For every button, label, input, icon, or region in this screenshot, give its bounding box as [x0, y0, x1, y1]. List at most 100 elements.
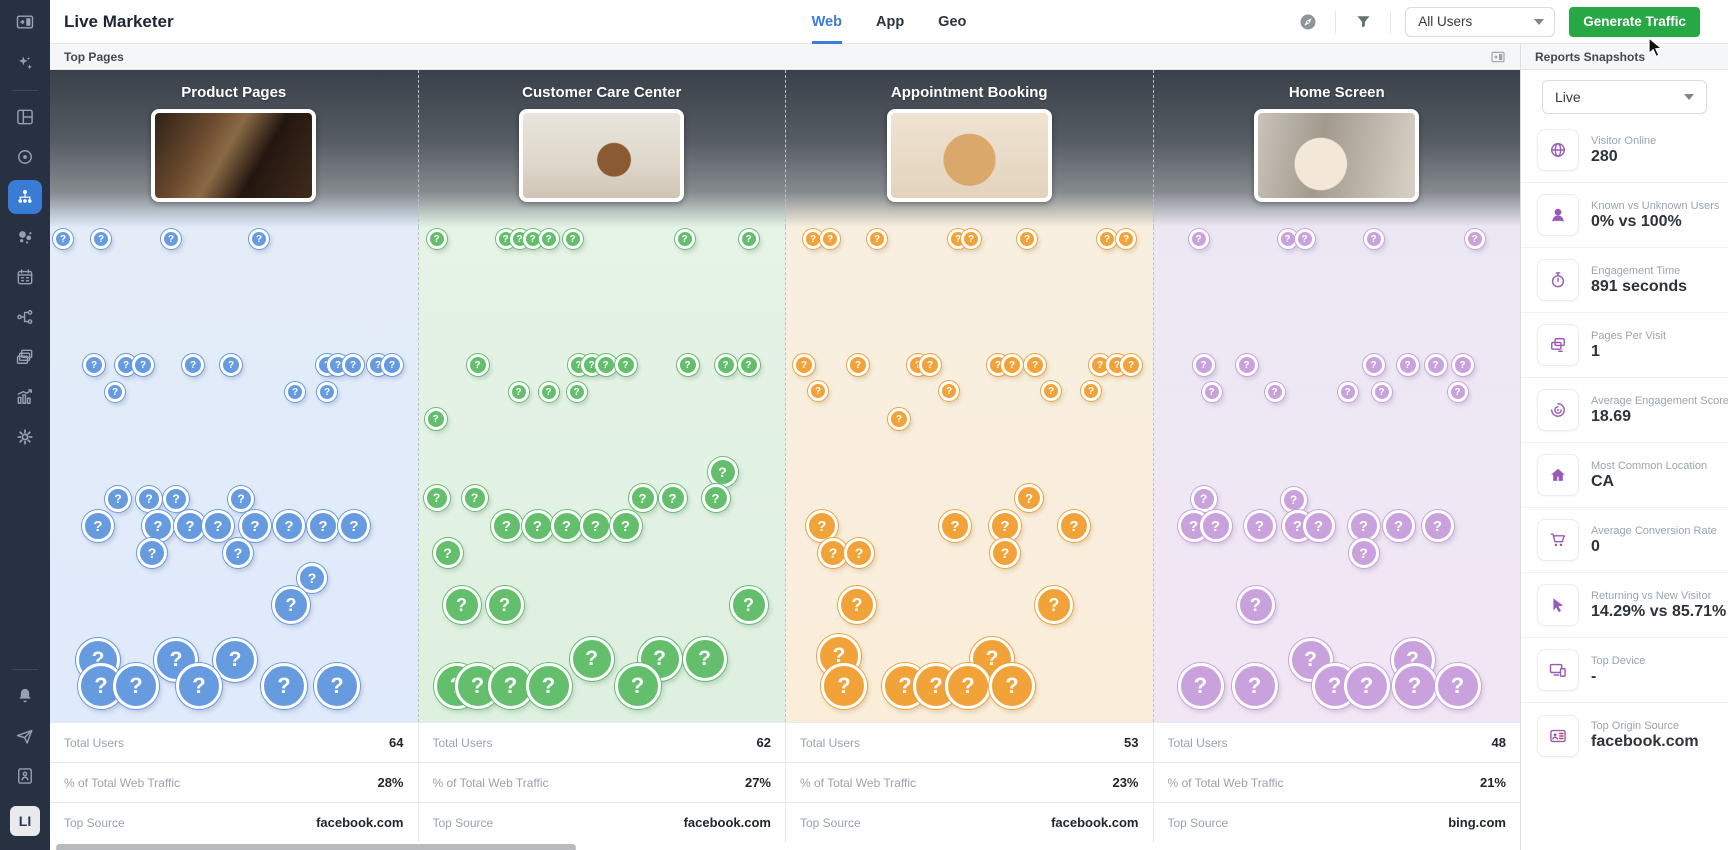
gear-icon[interactable]: [8, 420, 42, 454]
visitor-bubble[interactable]: ?: [91, 229, 111, 249]
visitor-bubble[interactable]: ?: [674, 229, 695, 249]
visitor-bubble[interactable]: ?: [249, 229, 269, 249]
bell-icon[interactable]: [8, 679, 42, 713]
visitor-bubble[interactable]: ?: [508, 382, 529, 402]
visitor-bubble[interactable]: ?: [1201, 382, 1222, 402]
bubbles-icon[interactable]: [8, 220, 42, 254]
visitor-bubble[interactable]: ?: [919, 354, 941, 376]
visitor-bubble[interactable]: ?: [609, 510, 642, 542]
visitor-bubble[interactable]: ?: [1363, 229, 1384, 249]
tab-geo[interactable]: Geo: [938, 14, 967, 30]
visitor-bubble[interactable]: ?: [426, 229, 447, 249]
visitor-bubble[interactable]: ?: [202, 510, 234, 542]
visitor-bubble[interactable]: ?: [658, 484, 687, 512]
visitor-bubble[interactable]: ?: [566, 382, 587, 402]
send-icon[interactable]: [8, 719, 42, 753]
visitor-bubble[interactable]: ?: [285, 382, 305, 402]
visitor-bubble[interactable]: ?: [342, 354, 364, 376]
visitor-bubble[interactable]: ?: [562, 229, 583, 249]
visitor-bubble[interactable]: ?: [213, 638, 257, 682]
visitor-bubble[interactable]: ?: [1280, 487, 1307, 513]
visitor-bubble[interactable]: ?: [806, 510, 838, 542]
visitor-bubble[interactable]: ?: [793, 354, 815, 376]
visitor-bubble[interactable]: ?: [1424, 354, 1447, 376]
visitor-bubble[interactable]: ?: [1288, 638, 1333, 682]
visitor-bubble[interactable]: ?: [314, 663, 360, 709]
filter-icon[interactable]: [1350, 9, 1376, 35]
user-filter-select[interactable]: All Users: [1405, 6, 1556, 37]
visitor-bubble[interactable]: ?: [423, 485, 450, 511]
visitor-bubble[interactable]: ?: [1396, 354, 1419, 376]
page-thumbnail[interactable]: [519, 109, 685, 202]
visitor-bubble[interactable]: ?: [569, 637, 614, 681]
sparkles-icon[interactable]: [8, 47, 42, 81]
visitor-bubble[interactable]: ?: [729, 586, 768, 624]
visitor-bubble[interactable]: ?: [461, 485, 488, 511]
visitor-bubble[interactable]: ?: [432, 538, 463, 568]
visitor-bubble[interactable]: ?: [1362, 354, 1385, 376]
visitor-bubble[interactable]: ?: [142, 510, 174, 542]
visitor-bubble[interactable]: ?: [844, 538, 874, 568]
visitor-bubble[interactable]: ?: [490, 510, 523, 542]
visitor-bubble[interactable]: ?: [1302, 510, 1335, 542]
visitor-bubble[interactable]: ?: [105, 382, 125, 402]
visitor-bubble[interactable]: ?: [628, 484, 657, 512]
visitor-bubble[interactable]: ?: [113, 663, 159, 709]
visitor-bubble[interactable]: ?: [945, 663, 991, 709]
compass-icon[interactable]: [1295, 9, 1321, 35]
panel-toggle-icon[interactable]: [0, 0, 50, 44]
visitor-bubble[interactable]: ?: [579, 510, 612, 542]
visitor-bubble[interactable]: ?: [1190, 486, 1217, 512]
visitor-bubble[interactable]: ?: [424, 408, 447, 430]
visitor-bubble[interactable]: ?: [888, 408, 910, 430]
visitor-bubble[interactable]: ?: [989, 510, 1021, 542]
report-mode-select[interactable]: Live: [1542, 80, 1707, 114]
visitor-bubble[interactable]: ?: [261, 663, 307, 709]
visitor-bubble[interactable]: ?: [701, 484, 730, 512]
visitor-bubble[interactable]: ?: [707, 457, 738, 487]
visitor-bubble[interactable]: ?: [161, 229, 181, 249]
visitor-bubble[interactable]: ?: [1089, 354, 1111, 376]
visitor-bubble[interactable]: ?: [1464, 229, 1485, 249]
visitor-bubble[interactable]: ?: [867, 229, 887, 249]
visitor-bubble[interactable]: ?: [1421, 510, 1454, 542]
visitor-bubble[interactable]: ?: [239, 510, 271, 542]
visitor-bubble[interactable]: ?: [1188, 229, 1209, 249]
visitor-bubble[interactable]: ?: [163, 486, 189, 512]
visitor-bubble[interactable]: ?: [838, 586, 876, 624]
visitor-bubble[interactable]: ?: [847, 354, 869, 376]
visitor-bubble[interactable]: ?: [550, 510, 583, 542]
visitor-bubble[interactable]: ?: [273, 510, 305, 542]
horizontal-scrollbar-thumb[interactable]: [56, 844, 576, 850]
visitor-bubble[interactable]: ?: [381, 354, 403, 376]
visitor-bubble[interactable]: ?: [1348, 538, 1379, 568]
visitor-bubble[interactable]: ?: [1058, 510, 1090, 542]
visitor-bubble[interactable]: ?: [1382, 510, 1415, 542]
visitor-bubble[interactable]: ?: [53, 229, 73, 249]
visitor-bubble[interactable]: ?: [989, 663, 1035, 709]
visitor-bubble[interactable]: ?: [808, 381, 828, 401]
visitor-bubble[interactable]: ?: [272, 586, 310, 624]
visitor-bubble[interactable]: ?: [307, 510, 339, 542]
tab-web[interactable]: Web: [811, 0, 842, 44]
visitor-bubble[interactable]: ?: [1116, 229, 1136, 249]
visitor-bubble[interactable]: ?: [1192, 354, 1215, 376]
visitor-bubble[interactable]: ?: [338, 510, 370, 542]
visitor-bubble[interactable]: ?: [105, 486, 131, 512]
visitor-bubble[interactable]: ?: [297, 563, 327, 593]
collapse-panel-icon[interactable]: [1490, 49, 1506, 65]
visitor-bubble[interactable]: ?: [1391, 663, 1438, 709]
visitor-bubble[interactable]: ?: [525, 663, 572, 709]
visitor-bubble[interactable]: ?: [714, 354, 737, 376]
visitor-bubble[interactable]: ?: [939, 510, 971, 542]
visitor-bubble[interactable]: ?: [176, 663, 222, 709]
target-icon[interactable]: [8, 140, 42, 174]
visitor-bubble[interactable]: ?: [682, 637, 727, 681]
visitor-bubble[interactable]: ?: [594, 354, 617, 376]
visitor-bubble[interactable]: ?: [738, 229, 759, 249]
visitor-bubble[interactable]: ?: [485, 586, 524, 624]
li-logo[interactable]: LI: [10, 806, 40, 836]
book-icon[interactable]: [8, 759, 42, 793]
visitor-bubble[interactable]: ?: [1177, 663, 1224, 709]
visitor-bubble[interactable]: ?: [614, 354, 637, 376]
